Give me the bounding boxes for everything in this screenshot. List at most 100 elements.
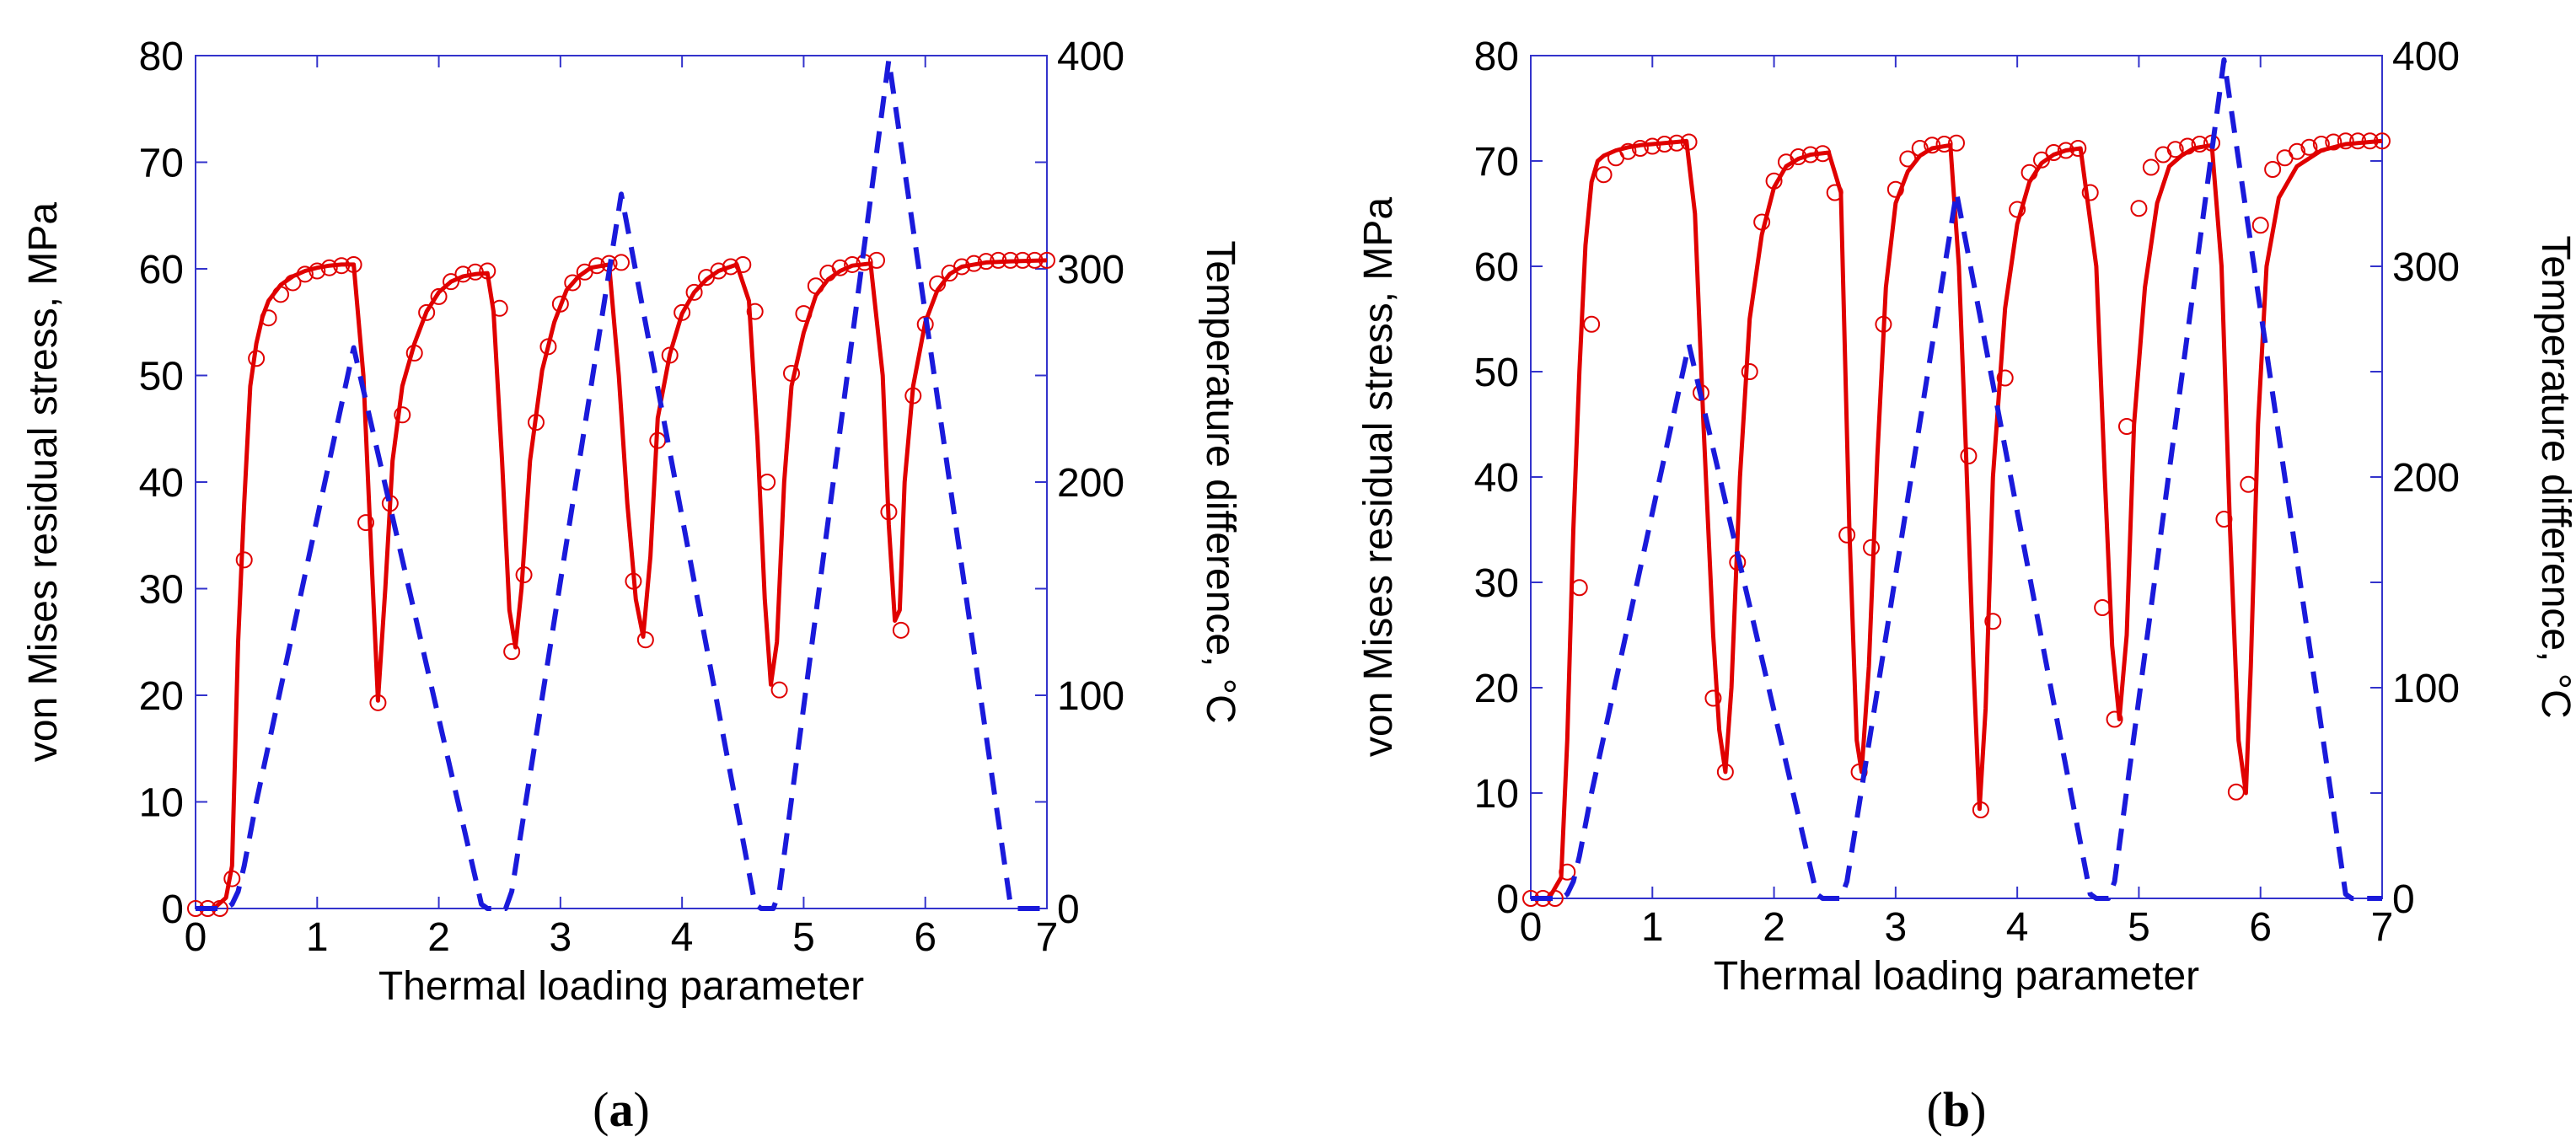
stress-marker (235, 551, 253, 569)
y-tick-label: 0 (1496, 877, 1519, 922)
stress-marker (1765, 172, 1783, 190)
y-tick-label: 80 (1474, 35, 1519, 79)
stress-marker (2118, 418, 2135, 435)
stress-marker (1960, 448, 1978, 464)
stress-marker (1972, 801, 1989, 818)
stress-marker (1899, 150, 1917, 168)
stress-marker (551, 295, 569, 313)
x-tick-label: 7 (2371, 905, 2394, 950)
stress-marker (1001, 251, 1019, 269)
stress-marker (1680, 133, 1698, 151)
stress-marker (2081, 184, 2099, 201)
y-tick-label: 50 (139, 355, 184, 399)
stress-marker (1790, 148, 1807, 165)
y2-tick-label: 0 (2392, 877, 2415, 922)
x-tick-label: 6 (914, 915, 936, 960)
stress-marker (1026, 251, 1044, 269)
stress-marker (2009, 201, 2026, 218)
stress-marker (515, 566, 533, 584)
stress-marker (2251, 217, 2269, 234)
x-tick-label: 7 (1036, 915, 1059, 960)
x-axis-label: Thermal loading parameter (1714, 954, 2199, 999)
y2-tick-label: 200 (1057, 461, 1124, 506)
stress-marker (223, 870, 241, 887)
stress-marker (260, 309, 277, 327)
stress-marker (479, 262, 496, 280)
stress-marker (2106, 710, 2123, 728)
chart-panel-a: 0 1 2 3 4 5 6 7010203040506070800100200300400Th… (21, 35, 1242, 1137)
stress-marker (1619, 142, 1637, 160)
y-tick-label: 40 (139, 461, 184, 506)
x-axis-label: Thermal loading parameter (378, 964, 864, 1009)
stress-marker (1984, 613, 2002, 630)
stress-marker (1704, 689, 1722, 707)
stress-marker (394, 406, 411, 424)
stress-marker (685, 283, 703, 301)
y-tick-label: 70 (139, 142, 184, 186)
y-axis-label: von Mises residual stress, MPa (21, 202, 66, 763)
stress-marker (831, 259, 849, 276)
stress-marker (2094, 599, 2112, 616)
stress-marker (1014, 251, 1032, 269)
stress-marker (1875, 315, 1892, 333)
y-tick-label: 60 (139, 248, 184, 292)
stress-marker (1741, 363, 1758, 380)
y2-tick-label: 100 (1057, 674, 1124, 719)
stress-marker (1814, 145, 1832, 163)
stress-marker (904, 387, 922, 405)
y2-tick-label: 400 (1057, 35, 1124, 79)
panel-caption: (b) (1927, 1082, 1987, 1137)
stress-marker (2289, 142, 2305, 160)
stress-line (196, 258, 1048, 911)
y-tick-label: 60 (1474, 245, 1519, 290)
stress-marker (2130, 200, 2148, 217)
y2-tick-label: 100 (2392, 667, 2460, 711)
stress-marker (1996, 369, 2014, 387)
y-tick-label: 70 (1474, 140, 1519, 185)
stress-marker (2361, 132, 2379, 150)
stress-marker (2045, 144, 2063, 161)
y-tick-label: 30 (139, 568, 184, 613)
stress-marker (309, 262, 326, 280)
stress-marker (2142, 158, 2160, 176)
y-tick-label: 40 (1474, 456, 1519, 501)
stress-marker (759, 474, 776, 490)
stress-marker (1570, 579, 1588, 597)
stress-marker (588, 257, 606, 275)
stress-marker (2021, 163, 2038, 181)
stress-marker (2325, 133, 2343, 151)
x-tick-label: 3 (550, 915, 572, 960)
stress-marker (2033, 151, 2050, 169)
stress-marker (1886, 180, 1904, 198)
stress-marker (916, 315, 934, 333)
stress-marker (2166, 141, 2184, 158)
stress-marker (2337, 132, 2354, 150)
stress-marker (1863, 539, 1880, 556)
y-tick-label: 10 (139, 781, 184, 826)
stress-marker (539, 338, 557, 356)
y2-tick-label: 300 (2392, 245, 2460, 290)
y-tick-label: 80 (139, 35, 184, 79)
stress-marker (2069, 140, 2087, 157)
stress-marker (369, 694, 387, 711)
y-tick-label: 50 (1474, 351, 1519, 395)
stress-marker (333, 257, 351, 275)
x-tick-label: 5 (792, 915, 815, 960)
stress-marker (1716, 764, 1734, 780)
y2-tick-label: 400 (2392, 35, 2460, 79)
stress-marker (625, 572, 642, 590)
stress-marker (868, 251, 885, 269)
stress-marker (1038, 251, 1055, 269)
x-tick-label: 0 (185, 915, 207, 960)
x-tick-label: 4 (671, 915, 694, 960)
stress-marker (2300, 138, 2318, 156)
stress-marker (1668, 134, 1686, 152)
stress-marker (746, 303, 764, 320)
stress-marker (1838, 526, 1856, 544)
stress-marker (965, 255, 983, 272)
y2-tick-label: 300 (1057, 248, 1124, 292)
stress-marker (2264, 161, 2282, 178)
stress-marker (734, 255, 752, 273)
stress-marker (2349, 132, 2367, 150)
stress-marker (892, 621, 910, 639)
